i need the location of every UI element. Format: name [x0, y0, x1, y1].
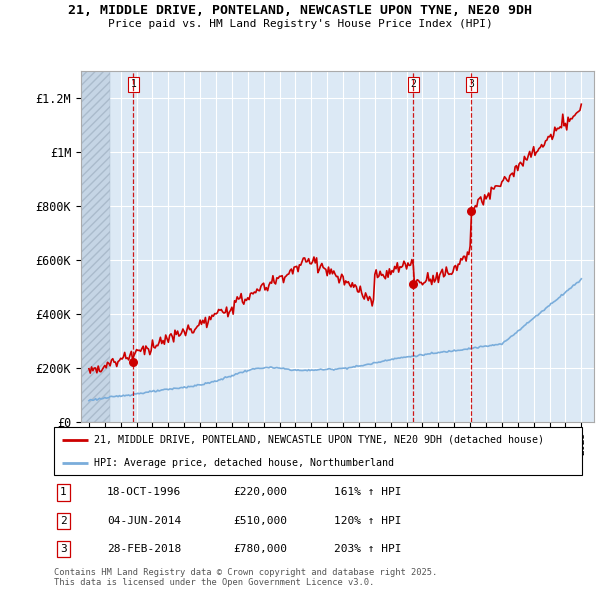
Text: £780,000: £780,000: [233, 544, 287, 554]
Text: Contains HM Land Registry data © Crown copyright and database right 2025.
This d: Contains HM Land Registry data © Crown c…: [54, 568, 437, 587]
Text: 1: 1: [60, 487, 67, 497]
Text: 3: 3: [60, 544, 67, 554]
Text: 3: 3: [469, 79, 475, 89]
Text: £510,000: £510,000: [233, 516, 287, 526]
Text: 21, MIDDLE DRIVE, PONTELAND, NEWCASTLE UPON TYNE, NE20 9DH (detached house): 21, MIDDLE DRIVE, PONTELAND, NEWCASTLE U…: [94, 435, 544, 445]
Text: 2: 2: [410, 79, 416, 89]
Text: 28-FEB-2018: 28-FEB-2018: [107, 544, 181, 554]
Point: [128, 358, 138, 367]
Text: 203% ↑ HPI: 203% ↑ HPI: [334, 544, 401, 554]
Text: HPI: Average price, detached house, Northumberland: HPI: Average price, detached house, Nort…: [94, 458, 394, 468]
Text: 161% ↑ HPI: 161% ↑ HPI: [334, 487, 401, 497]
Point: [467, 206, 476, 216]
Bar: [81, 71, 110, 422]
Text: 21, MIDDLE DRIVE, PONTELAND, NEWCASTLE UPON TYNE, NE20 9DH: 21, MIDDLE DRIVE, PONTELAND, NEWCASTLE U…: [68, 4, 532, 17]
Text: 120% ↑ HPI: 120% ↑ HPI: [334, 516, 401, 526]
Text: 2: 2: [60, 516, 67, 526]
Text: Price paid vs. HM Land Registry's House Price Index (HPI): Price paid vs. HM Land Registry's House …: [107, 19, 493, 29]
Text: 18-OCT-1996: 18-OCT-1996: [107, 487, 181, 497]
Text: £220,000: £220,000: [233, 487, 287, 497]
Text: 04-JUN-2014: 04-JUN-2014: [107, 516, 181, 526]
Point: [409, 280, 418, 289]
FancyBboxPatch shape: [54, 427, 582, 475]
Text: 1: 1: [130, 79, 136, 89]
